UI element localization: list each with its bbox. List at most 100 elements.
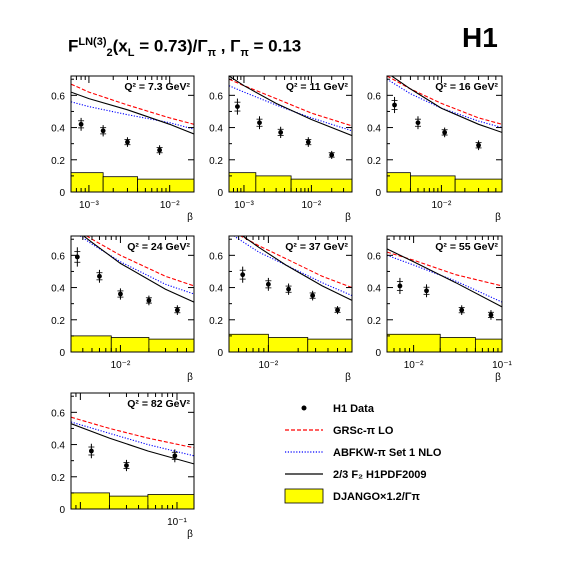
data-point — [74, 247, 81, 267]
data-point — [458, 305, 465, 315]
data-marker — [392, 102, 397, 108]
django-band — [387, 333, 502, 352]
data-marker — [329, 152, 335, 158]
y-tick-label: 0.4 — [51, 441, 65, 452]
data-point — [309, 290, 316, 301]
data-marker — [488, 312, 494, 318]
django-band — [71, 335, 194, 352]
data-point — [256, 116, 263, 130]
abfkw-curve — [229, 85, 352, 132]
y-tick-label: 0 — [59, 188, 65, 199]
x-tick-label: 10⁻² — [302, 200, 322, 211]
django-band — [71, 172, 194, 192]
django-band — [229, 172, 352, 192]
x-tick-label: 10⁻² — [111, 360, 131, 371]
django-band — [229, 333, 352, 352]
data-marker — [124, 463, 129, 468]
data-marker — [459, 307, 465, 313]
django-bin — [147, 494, 194, 509]
panel-frame — [70, 75, 195, 193]
x-axis-label: β — [345, 372, 351, 383]
abfkw-curve — [79, 236, 194, 295]
django-bin — [255, 175, 292, 192]
data-marker — [442, 129, 448, 135]
abfkw-curve — [387, 254, 502, 303]
y-tick-label: 0.6 — [51, 251, 65, 262]
panel-2: 0 0.2 0.4 0.6 10⁻³ 10⁻² β Q² = 11 GeV² — [209, 75, 353, 223]
django-bin — [387, 172, 411, 192]
django-bin — [102, 176, 138, 192]
django-bin — [267, 337, 309, 352]
y-tick-label: 0.4 — [367, 284, 381, 295]
data-marker — [240, 272, 246, 278]
data-marker — [78, 121, 84, 127]
panel-6: 0 0.2 0.4 0.6 10⁻² 10⁻¹β Q² = 55 GeV² — [367, 235, 513, 383]
grs-curve — [85, 236, 194, 287]
data-point — [239, 266, 246, 283]
x-axis-label: β — [187, 372, 193, 383]
h1pdf-curve — [82, 236, 194, 303]
x-axis-label: β — [495, 372, 501, 383]
y-tick-label: 0.6 — [367, 91, 381, 102]
data-point — [423, 284, 430, 298]
grs-curve — [71, 83, 194, 125]
x-axis-label: β — [187, 212, 193, 223]
y-tick-label: 0 — [59, 505, 65, 516]
y-tick-label: 0 — [375, 188, 381, 199]
data-point — [277, 126, 284, 139]
data-point — [145, 295, 152, 306]
data-marker — [146, 298, 152, 303]
x-axis-label: β — [187, 529, 193, 540]
abfkw-curve — [71, 421, 194, 457]
panel-3: 0 0.2 0.4 0.6 10⁻² β Q² = 16 GeV² — [367, 75, 503, 223]
x-tick-label: 10⁻² — [160, 200, 180, 211]
data-point — [78, 117, 85, 131]
x-tick-label: 10⁻² — [404, 360, 424, 371]
abfkw-curve — [71, 101, 194, 130]
data-point — [88, 443, 95, 459]
y-tick-label: 0.4 — [51, 124, 65, 135]
figure-title: FLN(3)2(xL = 0.73)/Γπ , Γπ = 0.13 — [68, 36, 302, 60]
data-point — [396, 277, 403, 294]
x-tick-label: 10⁻³ — [79, 200, 99, 211]
x-tick-label: 10⁻¹ — [167, 517, 187, 528]
panel-q2-label: Q² = 11 GeV² — [286, 81, 349, 93]
data-marker — [118, 291, 123, 297]
data-marker — [88, 448, 94, 454]
data-marker — [397, 283, 403, 289]
data-point — [487, 310, 494, 320]
panel-frame — [386, 235, 503, 353]
data-marker — [424, 288, 429, 294]
y-tick-label: 0.2 — [367, 156, 381, 167]
h1pdf-curve — [387, 248, 502, 308]
data-point — [156, 145, 163, 155]
y-tick-label: 0.2 — [51, 473, 65, 484]
django-bin — [110, 337, 150, 352]
x-axis-label: β — [345, 212, 351, 223]
data-point — [285, 283, 292, 295]
data-marker — [278, 129, 284, 135]
panel-q2-label: Q² = 55 GeV² — [435, 241, 498, 253]
y-tick-label: 0.2 — [367, 316, 381, 327]
y-tick-label: 0.6 — [367, 251, 381, 262]
panel-frame — [228, 235, 353, 353]
panel-q2-label: Q² = 24 GeV² — [127, 241, 190, 253]
grs-curve — [71, 416, 194, 449]
django-bin — [410, 175, 456, 192]
data-marker — [305, 139, 311, 145]
y-tick-label: 0.6 — [209, 251, 223, 262]
h1pdf-curve — [390, 76, 502, 133]
data-marker — [257, 120, 262, 126]
y-tick-label: 0.6 — [51, 408, 65, 419]
x-axis-label: β — [495, 212, 501, 223]
data-marker — [415, 120, 421, 126]
data-point — [96, 269, 103, 283]
data-point — [391, 96, 398, 114]
y-tick-label: 0.4 — [51, 284, 65, 295]
panel-frame — [386, 75, 503, 193]
panel-frame — [70, 235, 195, 353]
x-tick-label: 10⁻¹ — [492, 360, 512, 371]
y-tick-label: 0 — [217, 348, 223, 359]
django-bin — [148, 338, 194, 352]
